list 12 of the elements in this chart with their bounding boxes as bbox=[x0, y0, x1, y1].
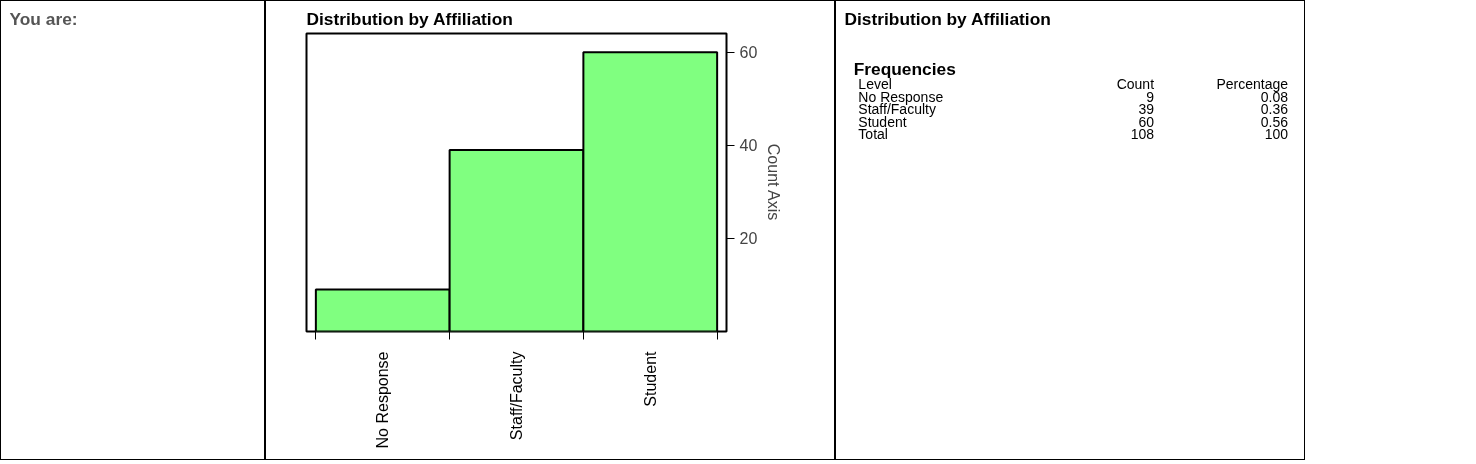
x-tick-label: Student bbox=[641, 350, 659, 407]
y-tick-label: 20 bbox=[739, 230, 758, 248]
x-tick-label: No Response bbox=[374, 351, 392, 449]
y-tick-label: 40 bbox=[739, 137, 758, 155]
text: Distribution by Affiliation bbox=[844, 8, 1051, 29]
text: No Response bbox=[858, 88, 944, 105]
y-tick-label: 60 bbox=[739, 44, 758, 62]
text: Total bbox=[858, 126, 888, 143]
x-tick-label: Staff/Faculty bbox=[508, 351, 525, 441]
chart-title: Distribution by Affiliation bbox=[306, 8, 513, 29]
y-axis-title: Count Axis bbox=[765, 143, 783, 221]
text: You are: bbox=[9, 8, 78, 29]
